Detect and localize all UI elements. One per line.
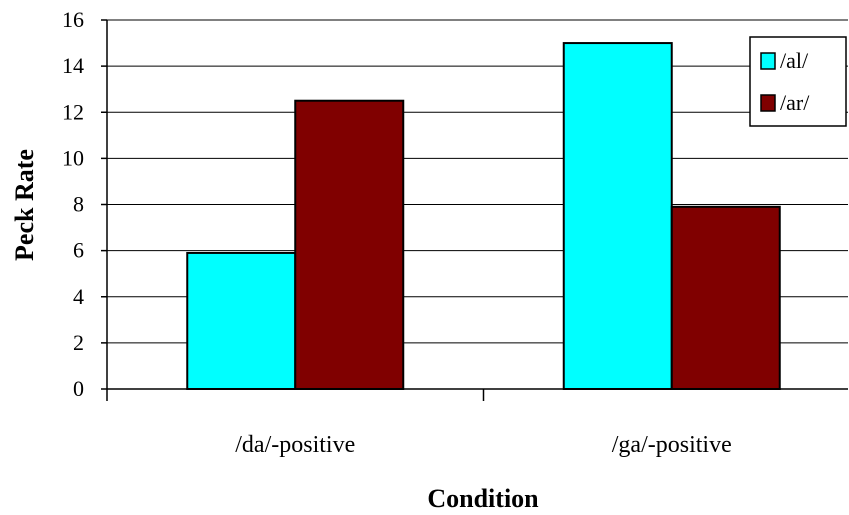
y-tick-label: 2: [73, 330, 84, 355]
y-tick-label: 14: [62, 53, 84, 78]
y-tick-label: 6: [73, 238, 84, 263]
legend-swatch: [760, 94, 776, 112]
legend: /al/ /ar/: [749, 36, 847, 127]
y-tick-label: 0: [73, 376, 84, 401]
x-tick-label: /da/-positive: [235, 432, 355, 458]
y-axis-title: Peck Rate: [10, 149, 39, 261]
y-tick-label: 4: [73, 284, 84, 309]
y-tick-label: 8: [73, 192, 84, 217]
y-tick-label: 16: [62, 7, 84, 32]
bar-ar-2: [670, 205, 781, 390]
bar-al-2: [562, 42, 673, 390]
bars: [186, 42, 781, 390]
axes: [101, 19, 848, 401]
legend-label: /ar/: [780, 90, 810, 115]
y-tick-label: 10: [62, 145, 84, 170]
legend-label: /al/: [780, 48, 809, 73]
y-tick-label: 12: [62, 99, 84, 124]
bar-al-1: [186, 251, 297, 390]
bar-ar-1: [294, 99, 405, 390]
tick-labels: 0 2 4 6 8 10 12 14 16/da/-positive/ga/-positive: [62, 7, 732, 458]
legend-swatch: [760, 52, 776, 70]
x-tick-label: /ga/-positive: [612, 432, 732, 458]
x-axis-title: Condition: [427, 484, 539, 513]
